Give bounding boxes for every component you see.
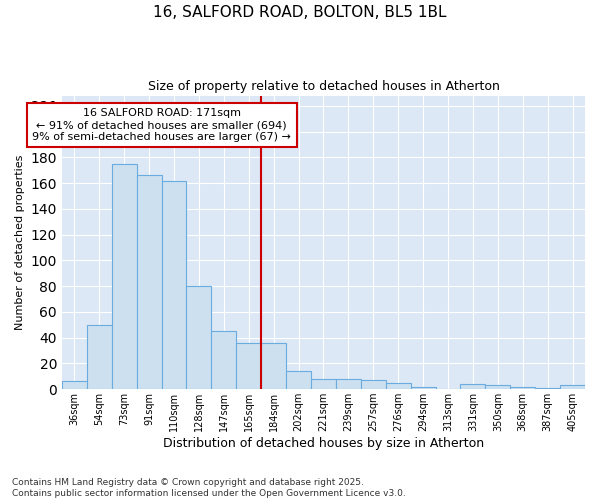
Bar [211,331,236,389]
Bar [137,176,161,389]
Bar [261,343,286,389]
Bar [510,386,535,389]
Bar [361,380,386,389]
Bar [410,386,436,389]
X-axis label: Distribution of detached houses by size in Atherton: Distribution of detached houses by size … [163,437,484,450]
Bar [236,343,261,389]
Bar [460,384,485,389]
Bar [485,386,510,389]
Bar [560,386,585,389]
Bar [187,286,211,389]
Text: 16, SALFORD ROAD, BOLTON, BL5 1BL: 16, SALFORD ROAD, BOLTON, BL5 1BL [153,5,447,20]
Bar [535,388,560,389]
Title: Size of property relative to detached houses in Atherton: Size of property relative to detached ho… [148,80,499,93]
Bar [386,382,410,389]
Bar [87,325,112,389]
Bar [161,180,187,389]
Bar [286,371,311,389]
Bar [112,164,137,389]
Y-axis label: Number of detached properties: Number of detached properties [15,154,25,330]
Bar [311,379,336,389]
Bar [336,379,361,389]
Text: Contains HM Land Registry data © Crown copyright and database right 2025.
Contai: Contains HM Land Registry data © Crown c… [12,478,406,498]
Bar [62,382,87,389]
Text: 16 SALFORD ROAD: 171sqm
← 91% of detached houses are smaller (694)
9% of semi-de: 16 SALFORD ROAD: 171sqm ← 91% of detache… [32,108,291,142]
